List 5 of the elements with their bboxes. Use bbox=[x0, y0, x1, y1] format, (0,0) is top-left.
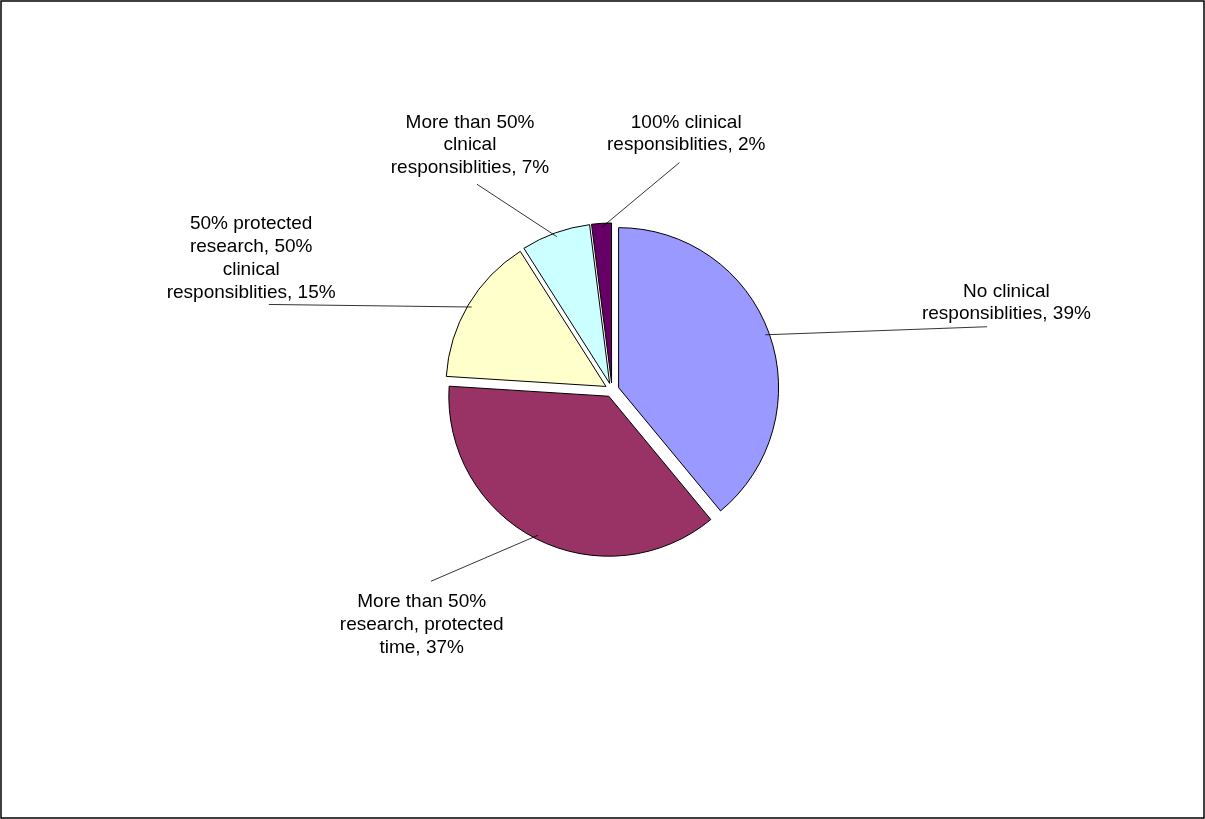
slice-label: More than 50% research, protected time, 37% bbox=[339, 590, 504, 658]
slice-label: 100% clinical responsiblities, 2% bbox=[607, 110, 766, 155]
slice-label: 50% protected research, 50% clinical responsiblities, 15% bbox=[166, 212, 336, 302]
slice-label: More than 50% clnical responsiblities, 7% bbox=[390, 110, 550, 178]
slice-label: No clinical responsiblities, 39% bbox=[921, 279, 1092, 324]
